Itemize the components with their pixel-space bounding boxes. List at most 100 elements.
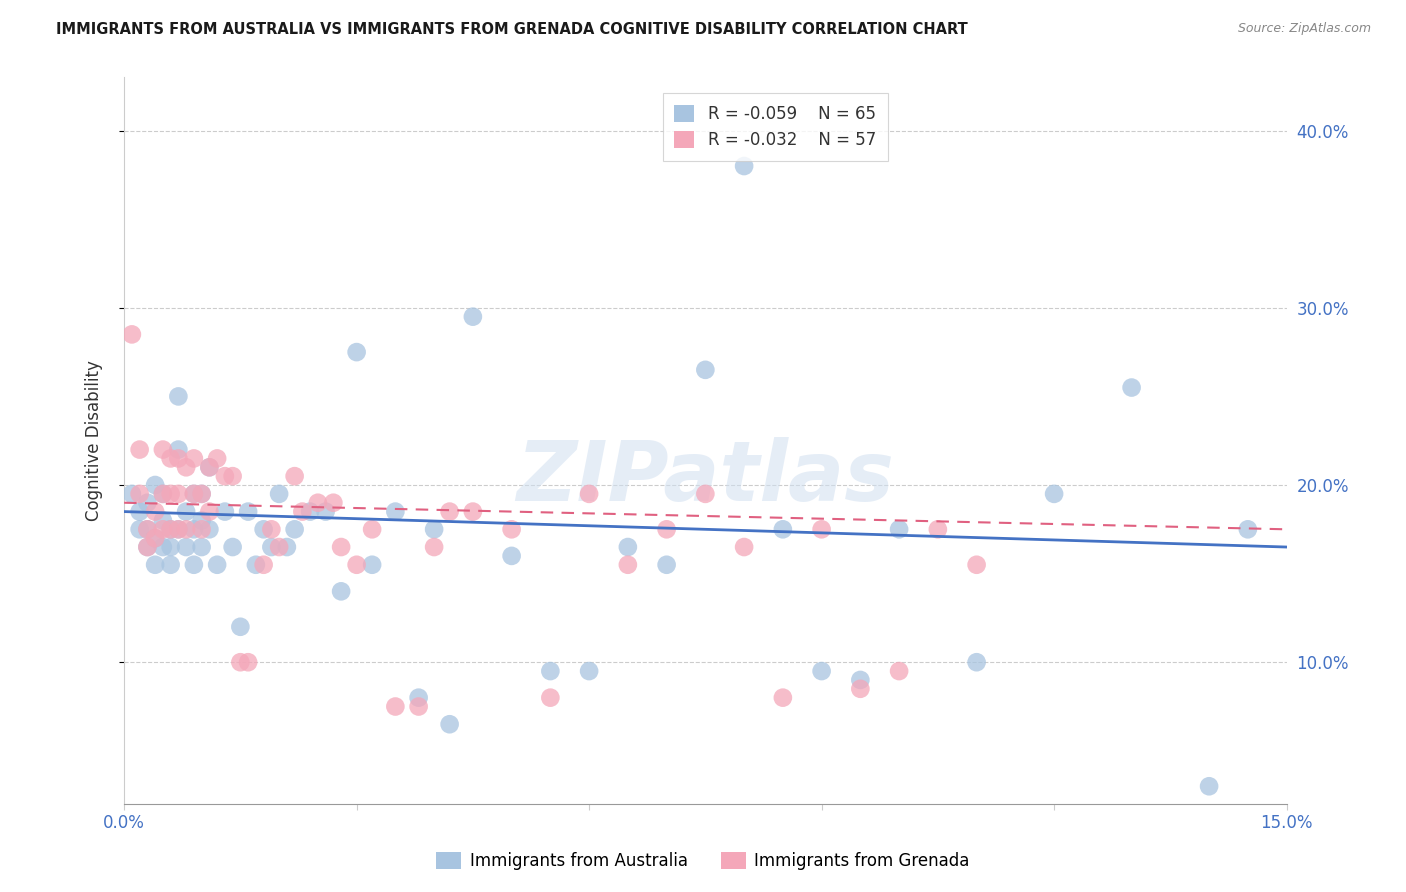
- Point: [128, 505, 150, 519]
- Point: [190, 522, 212, 536]
- Point: [284, 522, 307, 536]
- Point: [152, 442, 174, 457]
- Point: [143, 505, 166, 519]
- Point: [159, 522, 181, 536]
- Point: [284, 469, 307, 483]
- Point: [384, 505, 406, 519]
- Point: [198, 460, 221, 475]
- Point: [439, 717, 461, 731]
- Point: [198, 505, 221, 519]
- Point: [136, 522, 159, 536]
- Point: [128, 487, 150, 501]
- Point: [159, 558, 181, 572]
- Point: [236, 505, 259, 519]
- Point: [384, 699, 406, 714]
- Point: [538, 664, 561, 678]
- Point: [159, 487, 181, 501]
- Point: [167, 389, 190, 403]
- Point: [198, 522, 221, 536]
- Point: [849, 681, 872, 696]
- Point: [174, 460, 197, 475]
- Point: [461, 310, 484, 324]
- Point: [229, 655, 252, 669]
- Point: [315, 505, 337, 519]
- Point: [236, 655, 259, 669]
- Point: [136, 540, 159, 554]
- Point: [772, 522, 794, 536]
- Point: [291, 505, 314, 519]
- Point: [190, 487, 212, 501]
- Point: [887, 664, 910, 678]
- Point: [167, 522, 190, 536]
- Point: [128, 442, 150, 457]
- Point: [143, 531, 166, 545]
- Point: [966, 558, 988, 572]
- Point: [655, 522, 678, 536]
- Point: [346, 558, 368, 572]
- Point: [346, 345, 368, 359]
- Point: [461, 505, 484, 519]
- Point: [245, 558, 267, 572]
- Point: [361, 558, 384, 572]
- Point: [167, 522, 190, 536]
- Point: [810, 664, 832, 678]
- Y-axis label: Cognitive Disability: Cognitive Disability: [86, 360, 103, 521]
- Point: [733, 540, 755, 554]
- Point: [136, 540, 159, 554]
- Point: [183, 487, 205, 501]
- Point: [205, 558, 228, 572]
- Point: [214, 469, 236, 483]
- Point: [152, 513, 174, 527]
- Point: [190, 540, 212, 554]
- Point: [159, 522, 181, 536]
- Point: [299, 505, 322, 519]
- Point: [322, 496, 344, 510]
- Point: [136, 496, 159, 510]
- Point: [307, 496, 329, 510]
- Point: [253, 522, 276, 536]
- Point: [183, 451, 205, 466]
- Point: [183, 522, 205, 536]
- Point: [578, 664, 600, 678]
- Point: [143, 478, 166, 492]
- Point: [423, 522, 446, 536]
- Point: [198, 460, 221, 475]
- Point: [221, 469, 243, 483]
- Point: [221, 540, 243, 554]
- Point: [121, 487, 143, 501]
- Point: [143, 558, 166, 572]
- Point: [183, 558, 205, 572]
- Point: [167, 487, 190, 501]
- Point: [695, 363, 717, 377]
- Point: [538, 690, 561, 705]
- Point: [152, 522, 174, 536]
- Text: IMMIGRANTS FROM AUSTRALIA VS IMMIGRANTS FROM GRENADA COGNITIVE DISABILITY CORREL: IMMIGRANTS FROM AUSTRALIA VS IMMIGRANTS …: [56, 22, 967, 37]
- Point: [167, 451, 190, 466]
- Point: [695, 487, 717, 501]
- Point: [269, 540, 291, 554]
- Point: [190, 487, 212, 501]
- Point: [136, 522, 159, 536]
- Text: ZIPatlas: ZIPatlas: [516, 436, 894, 517]
- Point: [501, 522, 523, 536]
- Point: [927, 522, 949, 536]
- Text: Source: ZipAtlas.com: Source: ZipAtlas.com: [1237, 22, 1371, 36]
- Point: [1043, 487, 1066, 501]
- Point: [655, 558, 678, 572]
- Point: [159, 540, 181, 554]
- Point: [260, 540, 283, 554]
- Point: [269, 487, 291, 501]
- Point: [214, 505, 236, 519]
- Point: [152, 487, 174, 501]
- Point: [501, 549, 523, 563]
- Point: [260, 522, 283, 536]
- Point: [810, 522, 832, 536]
- Point: [330, 540, 353, 554]
- Point: [183, 487, 205, 501]
- Point: [174, 522, 197, 536]
- Point: [174, 540, 197, 554]
- Point: [128, 522, 150, 536]
- Point: [849, 673, 872, 687]
- Point: [167, 442, 190, 457]
- Point: [772, 690, 794, 705]
